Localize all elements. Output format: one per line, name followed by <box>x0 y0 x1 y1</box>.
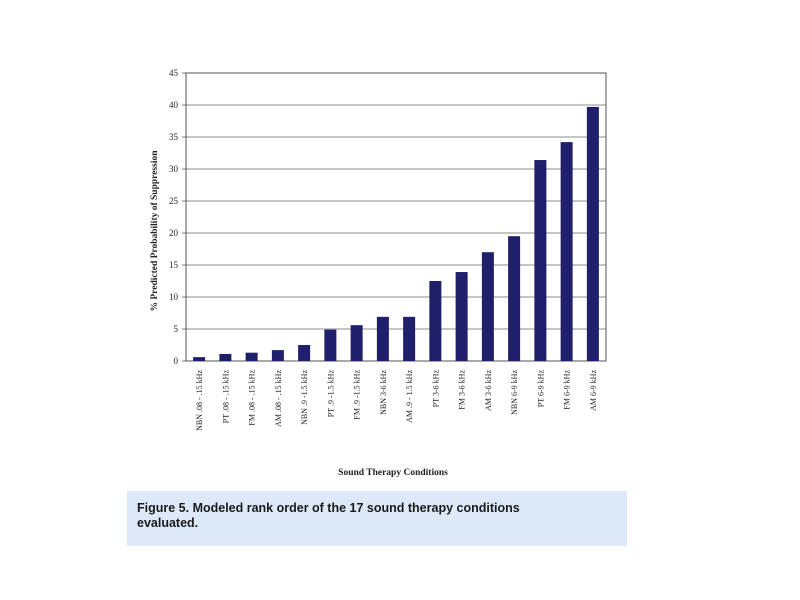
x-tick-label: FM .08 - .15 kHz <box>248 370 257 426</box>
bar <box>193 357 206 361</box>
y-tick-label: 35 <box>169 132 179 142</box>
bar <box>560 142 573 361</box>
x-tick-label: NBN 3-6 kHz <box>379 370 388 415</box>
figure-caption-box: Figure 5. Modeled rank order of the 17 s… <box>127 491 627 546</box>
x-tick-label: AM .08 - .15 kHz <box>274 370 283 427</box>
x-tick-label: NBN 6-9 kHz <box>510 370 519 415</box>
y-tick-label: 40 <box>169 100 179 110</box>
chart-svg: 0 5 10 15 20 25 30 35 40 45 NBN .08 - .15 kHz PT .… <box>150 68 607 478</box>
x-axis-title: Sound Therapy Conditions <box>338 468 448 478</box>
y-tick-label: 30 <box>169 164 179 174</box>
x-tick-label: AM 6-9 kHz <box>589 370 598 411</box>
y-tick-label: 20 <box>169 228 179 238</box>
y-tick-label: 10 <box>169 292 179 302</box>
x-tick-label: FM 6-9 kHz <box>563 370 572 410</box>
bar <box>324 329 337 361</box>
bar <box>376 316 389 361</box>
x-tick-label: PT .08 - .15 kHz <box>221 370 230 424</box>
bar <box>586 106 599 361</box>
x-tick-labels: NBN .08 - .15 kHz PT .08 - .15 kHz FM .08 … <box>195 370 598 431</box>
y-tick-labels: 0 5 10 15 20 25 30 35 40 45 <box>169 68 179 366</box>
x-tick-label: FM .9 -1.5 kHz <box>353 370 362 420</box>
x-tick-label: PT 3-6 kHz <box>431 370 440 408</box>
x-tick-label: PT 6-9 kHz <box>536 370 545 408</box>
plot-frame <box>185 72 607 362</box>
bar <box>403 316 416 361</box>
figure-caption: Figure 5. Modeled rank order of the 17 s… <box>137 501 520 530</box>
y-axis-title: % Predicted Probability of Suppression <box>150 150 160 312</box>
x-tick-label: AM 3-6 kHz <box>484 370 493 411</box>
bar <box>534 160 547 361</box>
bars <box>193 106 599 361</box>
bar-chart: 0 5 10 15 20 25 30 35 40 45 NBN .08 - .15 kHz PT .… <box>150 68 607 478</box>
x-tick-label: PT .9 -1.5 kHz <box>326 370 335 418</box>
bar <box>481 252 494 361</box>
x-tick-label: FM 3-6 kHz <box>458 370 467 410</box>
bar <box>219 353 232 361</box>
bar <box>455 272 468 361</box>
bar <box>298 345 311 361</box>
y-tick-label: 45 <box>169 68 179 78</box>
x-tick-label: AM .9 - 1.5 kHz <box>405 370 414 423</box>
y-tick-label: 5 <box>174 324 179 334</box>
x-tick-label: NBN .08 - .15 kHz <box>195 370 204 431</box>
x-tick-label: NBN .9 -1.5 kHz <box>300 370 309 425</box>
bar <box>245 352 258 361</box>
bar <box>271 350 284 361</box>
y-tick-label: 25 <box>169 196 179 206</box>
bar <box>350 325 363 361</box>
y-tick-label: 0 <box>174 356 179 366</box>
bar <box>429 281 442 361</box>
y-tick-label: 15 <box>169 260 179 270</box>
bar <box>508 236 521 361</box>
